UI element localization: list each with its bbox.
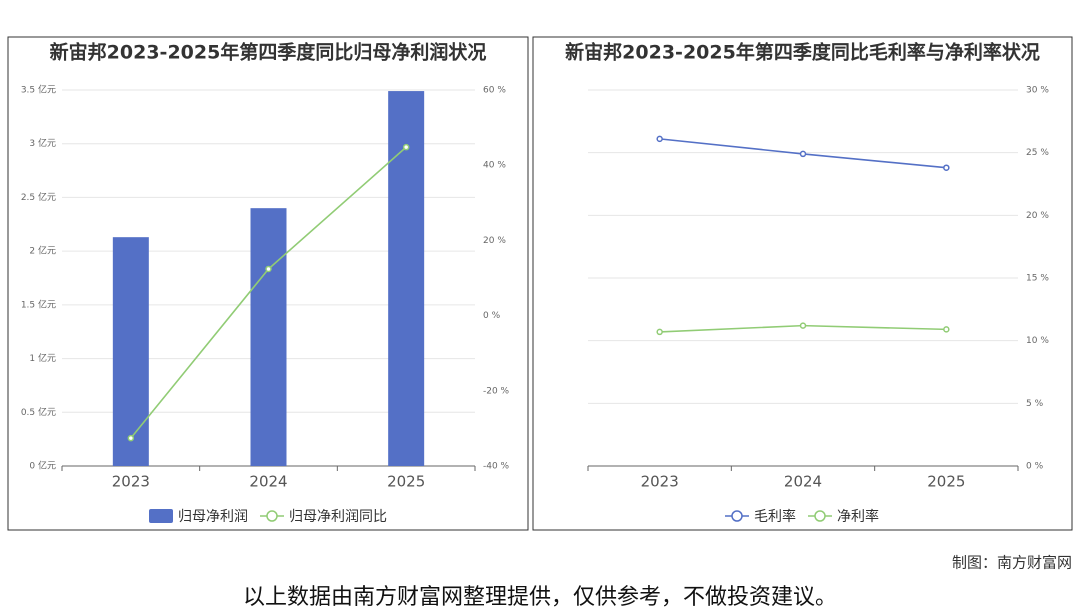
y-tick-label: 3.5 亿元: [21, 84, 56, 96]
x-tick-label: 2023: [112, 473, 150, 491]
y2-tick-label: 15 %: [1026, 274, 1049, 284]
y2-tick-label: 10 %: [1026, 336, 1049, 346]
disclaimer: 以上数据由南方财富网整理提供，仅供参考，不做投资建议。: [243, 585, 837, 610]
legend-label: 归母净利润: [178, 508, 248, 525]
y2-tick-label: 5 %: [1026, 399, 1044, 409]
credit: 制图：南方财富网: [952, 554, 1072, 572]
legend-item[interactable]: 毛利率: [725, 508, 796, 525]
x-tick-label: 2023: [641, 473, 679, 491]
y-tick-label: 1.5 亿元: [21, 298, 56, 310]
chart-title: 新宙邦2023-2025年第四季度同比毛利率与净利率状况: [565, 41, 1040, 64]
y2-tick-label: 20 %: [1026, 211, 1049, 221]
line-point: [943, 164, 950, 171]
bar: [112, 237, 149, 466]
legend-label: 归母净利润同比: [289, 508, 387, 525]
y2-tick-label: -40 %: [483, 462, 510, 472]
line-point: [265, 265, 272, 273]
y-tick-label: 1 亿元: [29, 352, 56, 364]
y2-tick-label: 0 %: [1026, 462, 1044, 472]
legend-item[interactable]: 归母净利润: [149, 508, 248, 525]
y2-tick-label: 20 %: [483, 236, 506, 246]
x-tick-label: 2025: [387, 473, 425, 491]
line-point: [799, 322, 807, 329]
legend-swatch: [266, 510, 278, 522]
legend-item[interactable]: 归母净利润同比: [260, 508, 387, 525]
y2-tick-label: -20 %: [483, 386, 510, 396]
line-point: [799, 150, 807, 158]
legend-swatch: [149, 509, 173, 523]
legend-swatch: [731, 510, 743, 522]
bar: [388, 91, 425, 467]
y2-tick-label: 25 %: [1026, 148, 1049, 158]
panel-border: [7, 36, 529, 531]
y2-tick-label: 30 %: [1026, 86, 1049, 96]
line-point: [943, 326, 950, 333]
line-point: [127, 434, 135, 442]
y-tick-label: 0 亿元: [29, 460, 56, 472]
y-tick-label: 3 亿元: [29, 137, 56, 149]
y-tick-label: 2.5 亿元: [21, 191, 56, 203]
legend-swatch: [814, 510, 826, 522]
legend-label: 净利率: [837, 508, 879, 525]
line-point: [402, 143, 410, 151]
line-point: [656, 328, 663, 336]
y2-tick-label: 60 %: [483, 86, 506, 96]
y-tick-label: 0.5 亿元: [21, 406, 56, 418]
legend-label: 毛利率: [754, 508, 796, 525]
x-tick-label: 2024: [784, 473, 822, 491]
y-tick-label: 2 亿元: [29, 245, 56, 257]
line-point: [656, 135, 663, 143]
y2-tick-label: 40 %: [483, 161, 506, 171]
legend-item[interactable]: 净利率: [808, 508, 879, 525]
y2-tick-label: 0 %: [483, 311, 501, 321]
chart-title: 新宙邦2023-2025年第四季度同比归母净利润状况: [50, 41, 487, 64]
x-tick-label: 2024: [249, 473, 287, 491]
panel-border: [532, 36, 1073, 531]
x-tick-label: 2025: [927, 473, 965, 491]
bar: [250, 208, 287, 466]
